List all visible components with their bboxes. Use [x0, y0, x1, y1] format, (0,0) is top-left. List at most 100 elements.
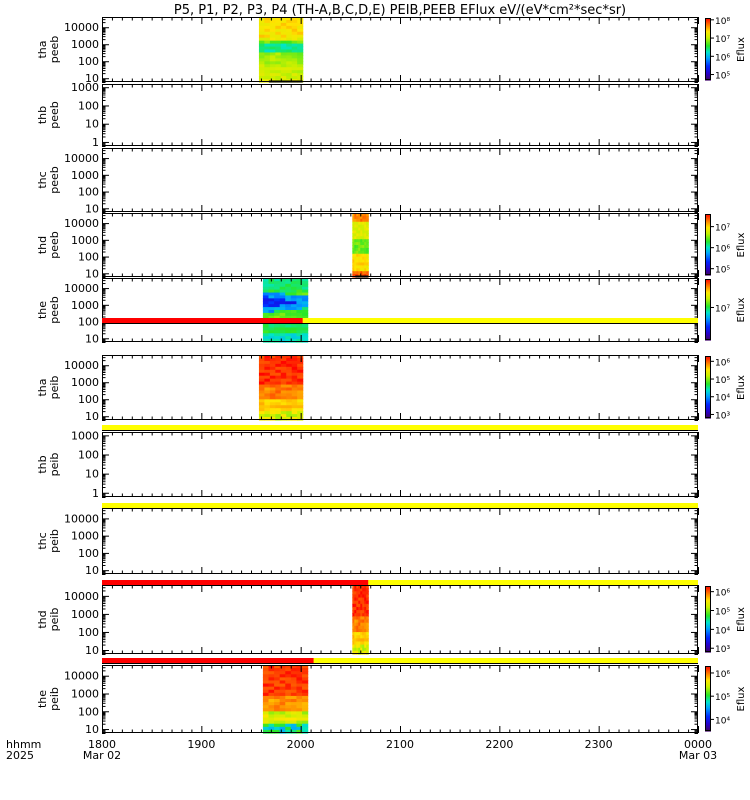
- heatmap-cell: [366, 632, 369, 636]
- heatmap-cell: [286, 408, 293, 412]
- heatmap-cell: [356, 594, 359, 599]
- colorbar-segment: [705, 30, 711, 33]
- heatmap-cell: [274, 711, 281, 716]
- heatmap-cell: [274, 315, 281, 320]
- heatmap-cell: [268, 315, 275, 320]
- colorbar-segment: [705, 388, 711, 390]
- footer-hhmm-label: hhmm: [6, 738, 41, 751]
- heatmap-cell: [280, 49, 287, 54]
- heatmap-cell: [268, 720, 275, 725]
- heatmap-cell: [280, 28, 287, 33]
- heatmap-cell: [356, 647, 359, 652]
- colorbar-segment: [705, 393, 711, 395]
- heatmap-cell: [360, 591, 363, 596]
- heatmap-cell: [264, 40, 271, 45]
- heatmap-cell: [302, 686, 309, 691]
- panel-frame: [102, 432, 698, 497]
- colorbar-segment: [705, 57, 711, 59]
- heatmap-cell: [291, 52, 298, 56]
- colorbar-segment: [705, 299, 711, 301]
- heatmap-cell: [296, 680, 303, 685]
- heatmap-cell: [262, 307, 270, 311]
- heatmap-cell: [354, 262, 357, 266]
- y-tick-label: 10: [85, 644, 99, 657]
- heatmap-cell: [275, 405, 282, 409]
- heatmap-cell: [258, 70, 266, 74]
- heatmap-cell: [356, 588, 359, 592]
- colorbar-segment: [705, 326, 711, 329]
- heatmap-cell: [364, 613, 367, 617]
- heatmap-cell: [360, 247, 363, 252]
- heatmap-cell: [362, 613, 365, 617]
- colorbar-segment: [705, 301, 711, 303]
- y-tick-label: 10000: [64, 21, 99, 34]
- heatmap-cell: [290, 699, 298, 703]
- heatmap-cell: [279, 720, 286, 725]
- heatmap-cell: [262, 692, 270, 697]
- heatmap-cell: [264, 28, 271, 33]
- heatmap-cell: [366, 603, 369, 608]
- heatmap-cell: [302, 327, 309, 331]
- colorbar-segment: [705, 315, 711, 318]
- heatmap-cell: [366, 242, 369, 246]
- heatmap-cell: [364, 213, 367, 217]
- colorbar-segment: [705, 401, 711, 404]
- heatmap-cell: [362, 268, 365, 272]
- colorbar-segment: [705, 287, 711, 289]
- colorbar-segment: [705, 683, 711, 686]
- heatmap-cell: [285, 674, 292, 678]
- colorbar-segment: [705, 45, 711, 48]
- colorbar-label: Eflux: [736, 297, 747, 322]
- colorbar-segment: [705, 712, 711, 715]
- heatmap-cell: [366, 597, 369, 602]
- heatmap-cell: [297, 363, 304, 368]
- heatmap-cell: [275, 73, 282, 77]
- heatmap-cell: [302, 726, 309, 731]
- colorbar-segment: [705, 360, 711, 362]
- heatmap-cell: [274, 674, 281, 678]
- heatmap-cell: [297, 17, 304, 21]
- heatmap-cell: [264, 390, 271, 394]
- heatmap-cell: [286, 405, 293, 409]
- heatmap-cell: [285, 671, 292, 675]
- heatmap-cell: [286, 58, 293, 62]
- heatmap-cell: [280, 355, 287, 359]
- heatmap-cell: [360, 600, 363, 605]
- colorbar-segment: [705, 399, 711, 402]
- heatmap-cell: [356, 215, 359, 220]
- heatmap-cell: [356, 265, 359, 269]
- heatmap-cell: [297, 411, 304, 415]
- heatmap-cell: [358, 245, 361, 249]
- heatmap-cell: [358, 233, 361, 237]
- heatmap-cell: [279, 729, 286, 734]
- heatmap-cell: [297, 366, 304, 371]
- heatmap-cell: [364, 650, 367, 655]
- heatmap-cell: [360, 632, 363, 636]
- y-tick-label: 10000: [64, 152, 99, 165]
- colorbar-segment: [705, 674, 711, 677]
- colorbar-segment: [705, 374, 711, 377]
- heatmap-cell: [290, 315, 298, 320]
- colorbar-segment: [705, 73, 711, 76]
- heatmap-cell: [269, 390, 276, 394]
- colorbar-segment: [705, 286, 711, 288]
- heatmap-cell: [290, 711, 298, 716]
- heatmap-cell: [285, 677, 292, 682]
- colorbar-segment: [705, 256, 711, 259]
- heatmap-cell: [264, 76, 271, 80]
- colorbar-segment: [705, 611, 711, 613]
- heatmap-cell: [285, 686, 292, 691]
- heatmap-cell: [297, 355, 304, 359]
- heatmap-cell: [264, 31, 271, 36]
- colorbar-segment: [705, 697, 711, 700]
- colorbar-segment: [705, 37, 711, 40]
- y-axis-label-instrument: peeb: [48, 166, 61, 194]
- heatmap-cell: [290, 702, 298, 706]
- heatmap-cell: [362, 606, 365, 611]
- heatmap-cell: [264, 369, 271, 374]
- colorbar-segment: [705, 236, 711, 238]
- colorbar-segment: [705, 66, 711, 69]
- y-axis-label-instrument: peeb: [48, 101, 61, 129]
- heatmap-cell: [358, 635, 361, 639]
- heatmap-cell: [296, 671, 303, 675]
